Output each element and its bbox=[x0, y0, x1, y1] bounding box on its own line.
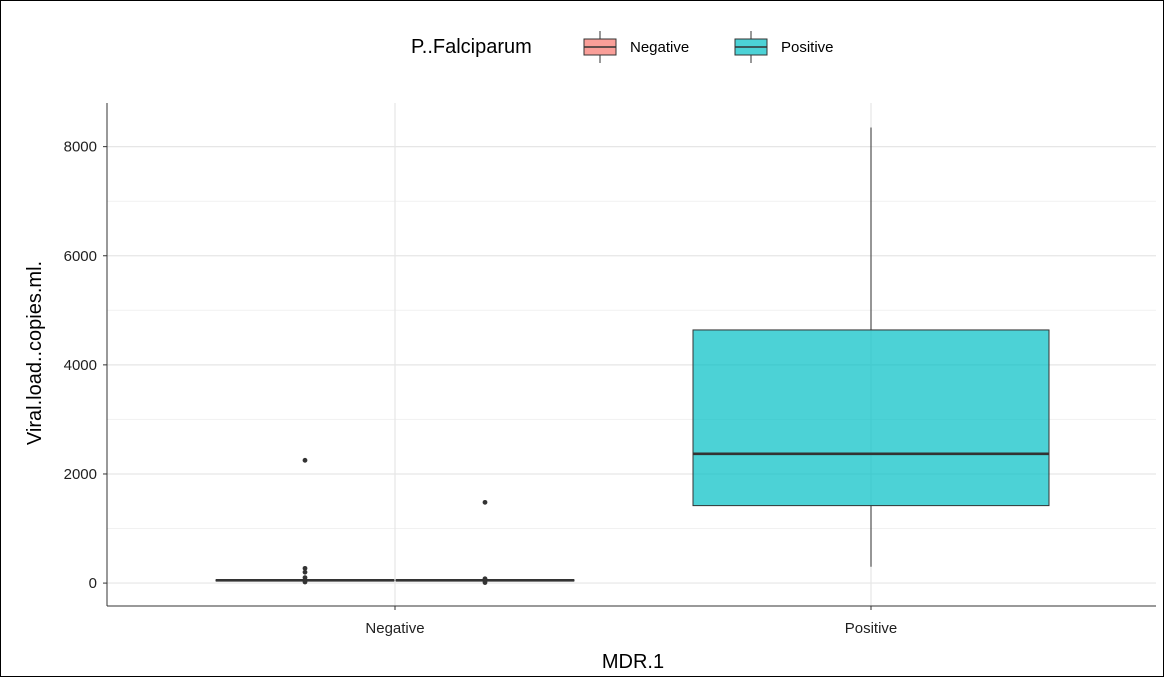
outlier-point bbox=[302, 457, 308, 463]
x-axis-title: MDR.1 bbox=[602, 651, 664, 673]
legend-item-negative: Negative bbox=[583, 31, 689, 63]
legend-item-positive: Positive bbox=[734, 31, 834, 63]
y-tick-label: 0 bbox=[89, 575, 97, 592]
legend-label: Negative bbox=[630, 39, 689, 56]
box-body bbox=[692, 329, 1050, 507]
y-tick-label: 2000 bbox=[64, 466, 97, 483]
box-negative-positive bbox=[395, 499, 575, 585]
box-negative-negative bbox=[215, 457, 395, 585]
legend: Negative Positive bbox=[583, 31, 834, 63]
y-tick-label: 6000 bbox=[64, 248, 97, 265]
outlier-point bbox=[482, 580, 488, 585]
outlier-point bbox=[302, 575, 308, 581]
outlier-point bbox=[482, 499, 488, 505]
y-axis-title: Viral.load..copies.ml. bbox=[24, 261, 46, 445]
box-layer bbox=[215, 127, 1050, 585]
legend-title: P..Falciparum bbox=[411, 36, 532, 58]
x-tick-label: Positive bbox=[845, 620, 898, 637]
axis-layer: 0 2000 4000 6000 8000 Negative Positive bbox=[64, 103, 1156, 637]
legend-label: Positive bbox=[781, 39, 834, 56]
outlier-point bbox=[302, 579, 308, 585]
box-positive-positive bbox=[692, 127, 1050, 567]
outlier-point bbox=[302, 565, 308, 571]
y-tick-label: 8000 bbox=[64, 139, 97, 156]
outlier-point bbox=[302, 569, 308, 575]
y-tick-label: 4000 bbox=[64, 357, 97, 374]
x-tick-label: Negative bbox=[365, 620, 424, 637]
